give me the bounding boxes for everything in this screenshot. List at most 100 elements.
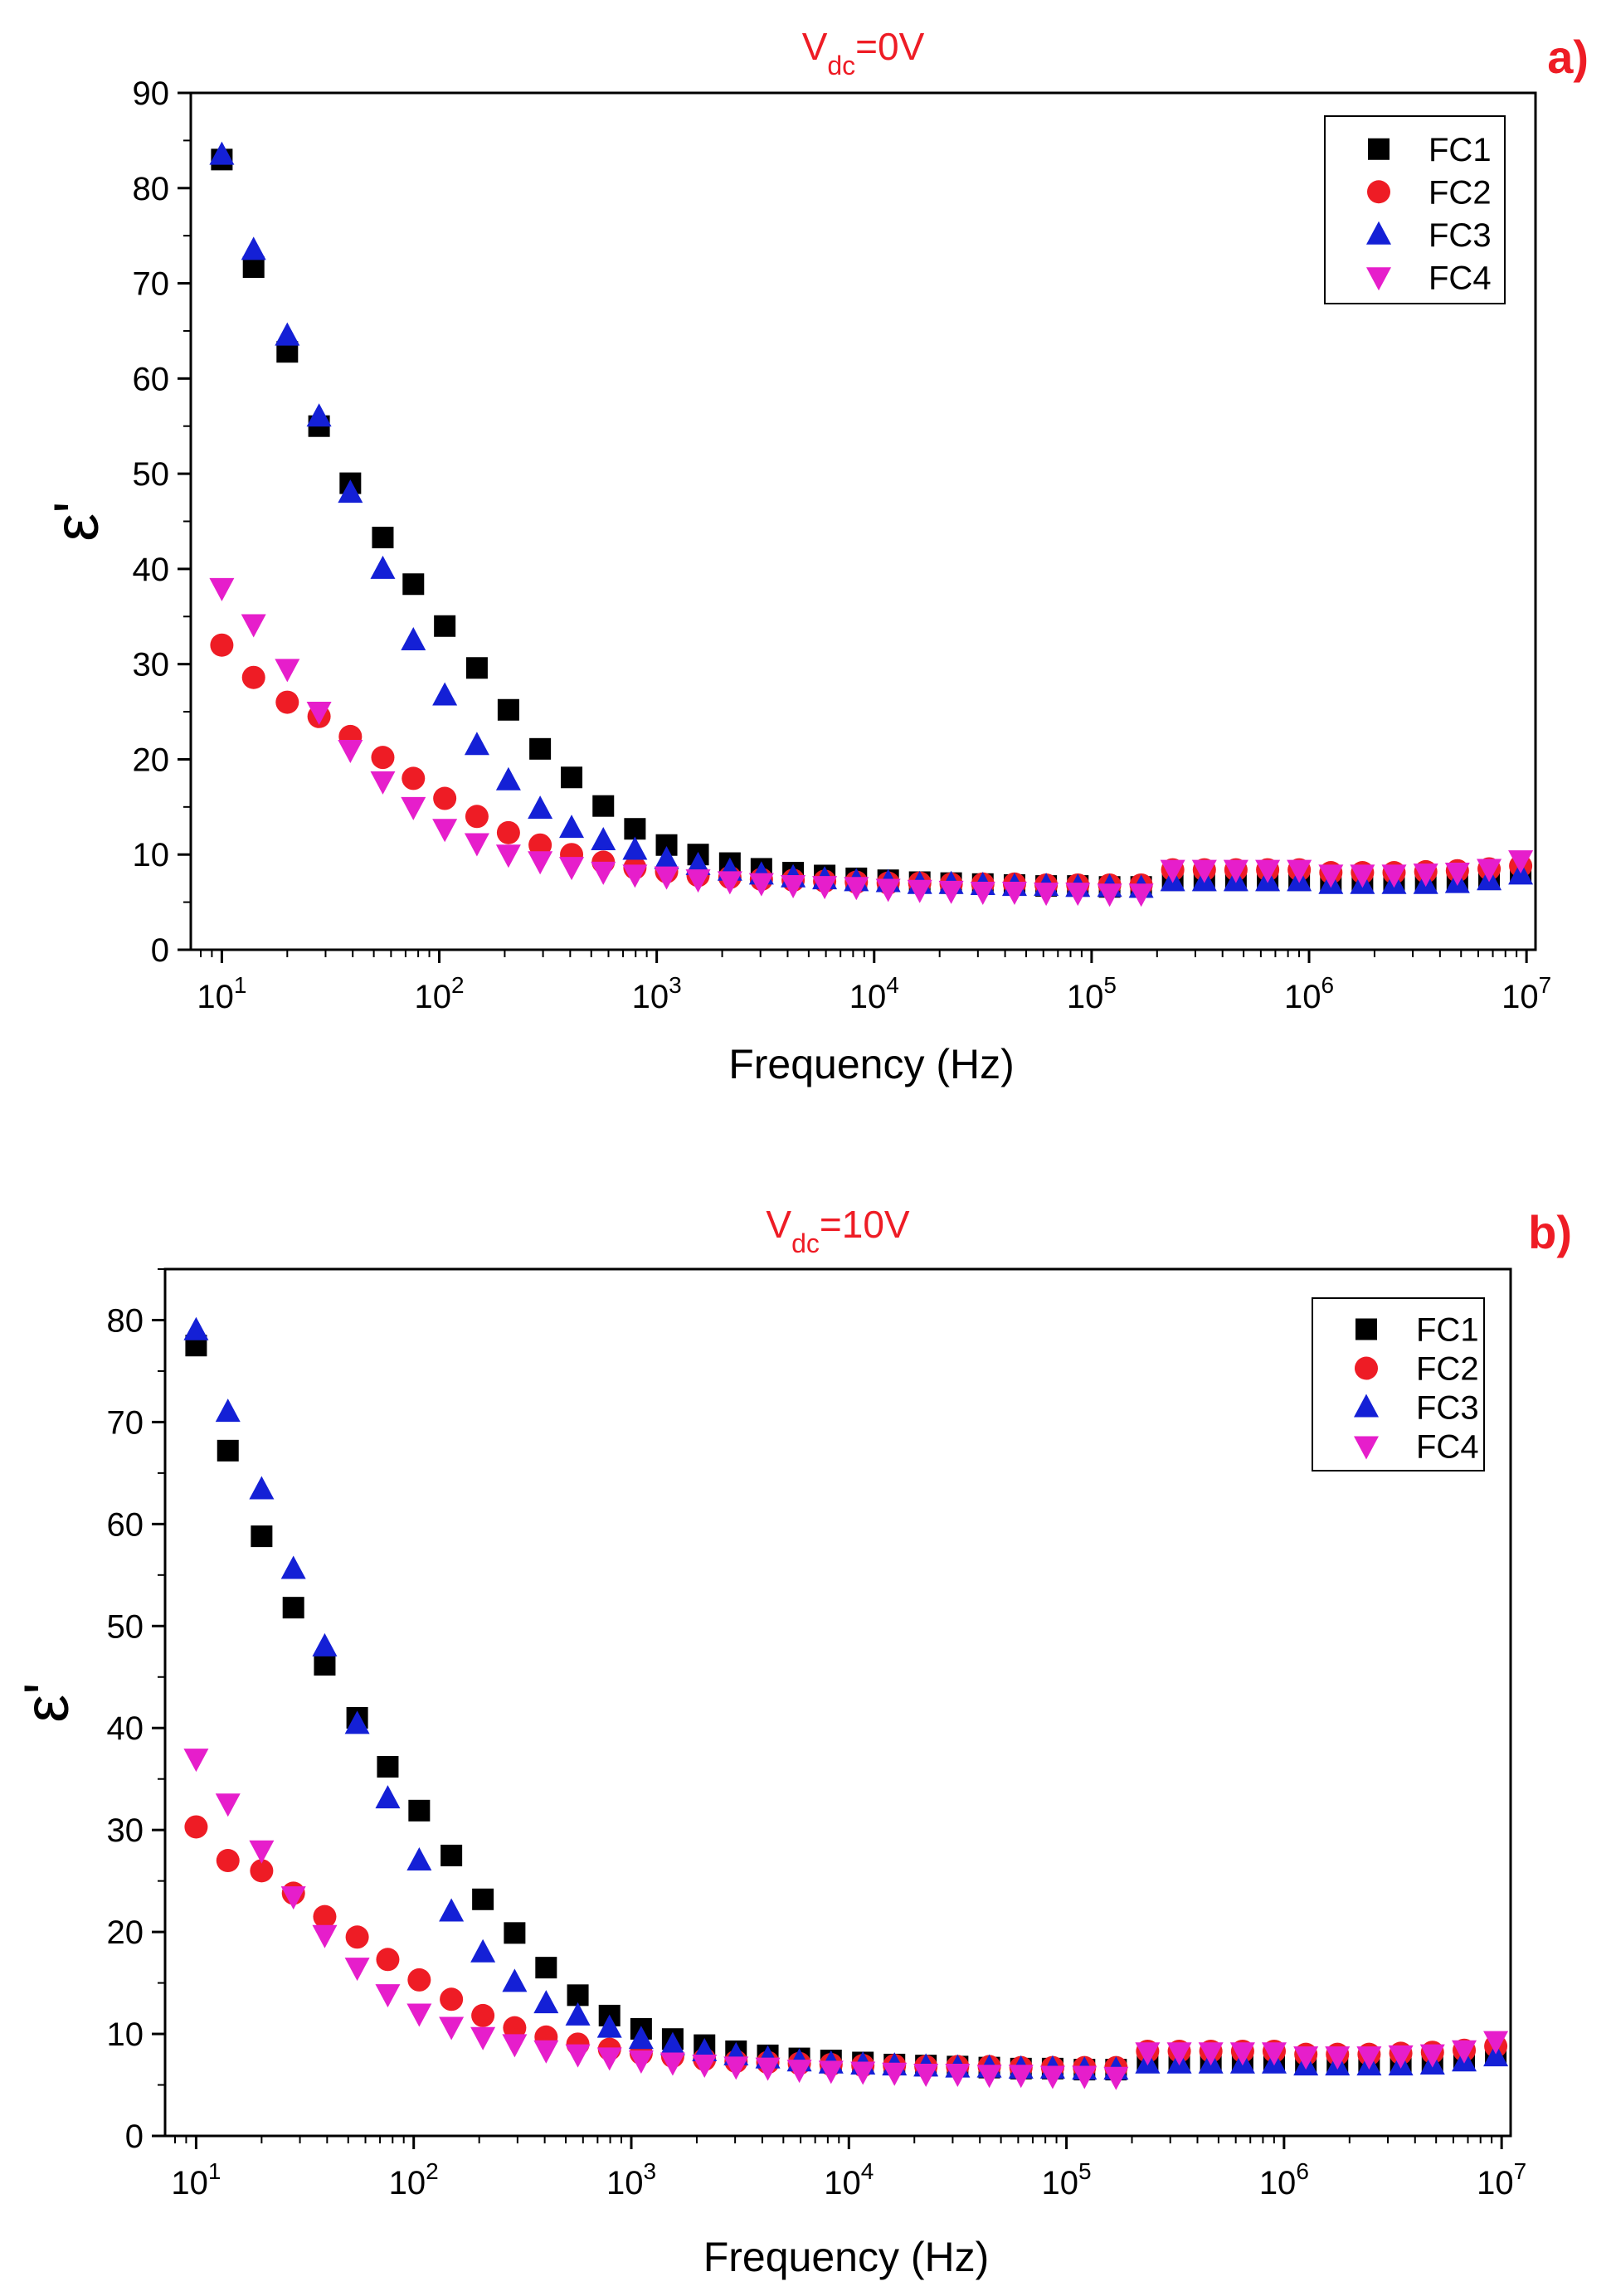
data-point	[495, 766, 521, 790]
data-point	[280, 1886, 306, 1910]
x-tick-label: 102	[389, 2158, 439, 2201]
data-point	[370, 555, 396, 579]
data-point	[344, 1710, 370, 1734]
chart-title-rest: =10V	[820, 1203, 910, 1246]
legend: FC1 FC2 FC3 FC4	[1324, 115, 1506, 304]
data-point	[1103, 2066, 1129, 2090]
data-point	[622, 864, 648, 888]
data-point	[1160, 859, 1185, 883]
y-tick-label: 70	[107, 1404, 144, 1441]
y-tick-label: 50	[107, 1608, 144, 1645]
data-point	[850, 2061, 876, 2085]
panel-label: a)	[1547, 31, 1589, 83]
data-point	[628, 2050, 654, 2075]
data-point	[659, 2031, 685, 2055]
series-fc2	[184, 1815, 1508, 2080]
y-tick-label: 60	[107, 1506, 144, 1543]
data-point	[1444, 863, 1470, 887]
data-point	[209, 577, 235, 601]
data-point	[1356, 2046, 1382, 2070]
data-point	[622, 836, 648, 860]
data-point	[216, 1849, 240, 1873]
data-point	[241, 236, 266, 260]
data-point	[1008, 2065, 1034, 2089]
data-point	[439, 1898, 465, 1922]
y-axis-label: ε'	[41, 501, 112, 541]
data-point	[434, 615, 456, 637]
y-tick-label: 30	[107, 1812, 144, 1849]
legend-label: FC2	[1428, 174, 1492, 211]
x-tick-label: 101	[171, 2158, 221, 2201]
x-tick-label: 106	[1284, 972, 1334, 1015]
data-point	[654, 866, 679, 890]
data-point	[812, 876, 838, 900]
data-point	[433, 786, 457, 810]
data-point	[559, 815, 585, 839]
data-point	[528, 851, 553, 875]
data-point	[818, 2060, 844, 2084]
data-point	[1477, 859, 1502, 883]
x-axis-label: Frequency (Hz)	[728, 1041, 1015, 1087]
data-point	[250, 1859, 274, 1883]
data-point	[215, 1399, 241, 1423]
y-tick-label: 0	[151, 932, 169, 969]
y-tick-label: 20	[133, 742, 170, 778]
y-tick-label: 40	[133, 552, 170, 588]
series-fc4	[183, 1749, 1509, 2090]
data-point	[217, 1439, 239, 1462]
data-point	[439, 2016, 465, 2041]
data-point	[1325, 2046, 1351, 2070]
data-point	[1001, 881, 1027, 905]
data-point	[561, 766, 583, 789]
panel-a: Vdc=0V a) 0 10 20 30 40 50 60 70 80 90 101 102 103 104 1…	[41, 25, 1589, 1087]
data-point	[470, 1938, 496, 1963]
data-point	[1034, 883, 1059, 907]
data-point	[344, 1958, 370, 1982]
data-point	[565, 2044, 591, 2068]
data-point	[723, 2056, 749, 2080]
data-point	[970, 881, 995, 905]
data-point	[249, 1476, 275, 1500]
data-point	[938, 880, 964, 904]
data-point	[275, 690, 299, 714]
data-point	[184, 1815, 208, 1839]
data-point	[251, 1525, 273, 1548]
x-axis-label: Frequency (Hz)	[703, 2234, 990, 2280]
x-tick-label: 103	[632, 972, 682, 1015]
data-point	[306, 403, 332, 427]
data-point	[624, 818, 646, 840]
data-point	[529, 737, 552, 760]
data-point	[370, 771, 396, 795]
data-point	[464, 732, 489, 756]
data-point	[241, 665, 265, 689]
data-point	[976, 2065, 1002, 2089]
data-point	[497, 698, 519, 721]
x-tick-label: 104	[849, 972, 899, 1015]
legend-box	[1312, 1297, 1485, 1471]
panel-label: b)	[1528, 1206, 1572, 1258]
data-point	[844, 877, 869, 901]
data-point	[1483, 2031, 1509, 2055]
data-point	[1287, 859, 1312, 883]
chart-title-sub: dc	[827, 51, 855, 80]
data-point	[471, 2003, 495, 2027]
chart-title-base: V	[802, 25, 828, 68]
data-point	[503, 2016, 527, 2040]
data-point	[375, 1984, 401, 2008]
data-point	[1350, 864, 1375, 888]
data-point	[592, 795, 615, 817]
data-point	[907, 879, 932, 903]
y-tick-label: 90	[133, 75, 170, 112]
x-tick-label: 106	[1259, 2158, 1309, 2201]
data-point	[1223, 859, 1248, 883]
data-point	[440, 1844, 463, 1866]
data-point	[183, 1316, 209, 1340]
data-point	[502, 1968, 528, 1992]
chart-title: Vdc=0V	[802, 25, 925, 80]
data-point	[1065, 883, 1091, 907]
data-point	[1166, 2042, 1192, 2066]
data-point	[345, 1925, 369, 1949]
data-point	[1508, 850, 1534, 874]
y-tick-label: 30	[133, 647, 170, 683]
